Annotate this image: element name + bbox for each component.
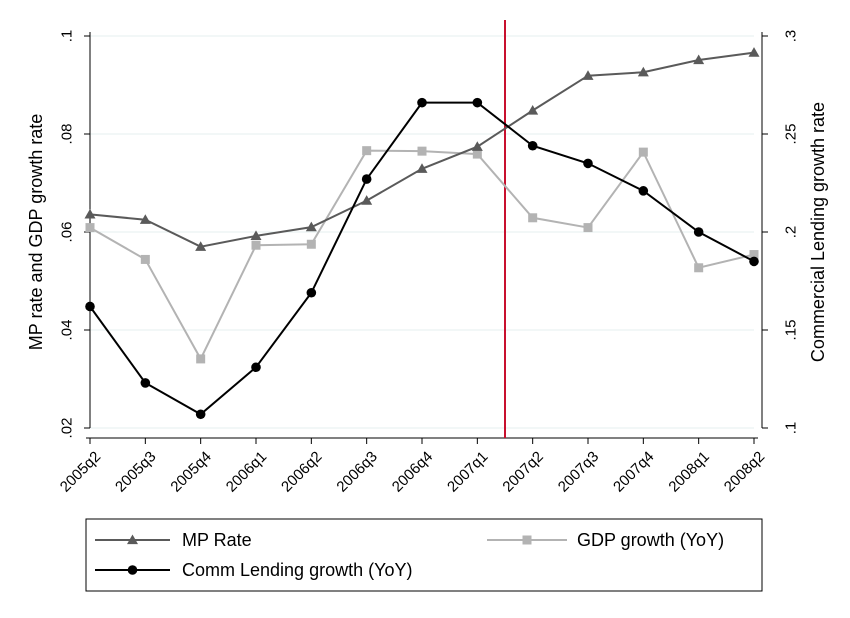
comm-lending-growth-yoy-point xyxy=(417,97,427,108)
comm-lending-growth-yoy-point xyxy=(306,287,317,298)
mp-rate-point xyxy=(637,66,649,77)
comm-lending-growth-yoy-point xyxy=(85,301,95,312)
right-axis-tick-label: .1 xyxy=(783,422,800,435)
mp-rate-point xyxy=(693,54,705,65)
left-axis-tick-label: .06 xyxy=(59,222,76,243)
mp-rate-point xyxy=(582,70,594,80)
right-axis-tick-label: .3 xyxy=(783,30,800,43)
gdp-growth-yoy-point xyxy=(306,239,316,249)
left-axis-tick-label: .1 xyxy=(59,30,76,43)
gdp-growth-yoy-point xyxy=(638,147,648,157)
mp-rate-point xyxy=(139,214,151,224)
comm-lending-growth-yoy-point xyxy=(195,409,206,420)
comm-lending-growth-yoy-point xyxy=(693,227,704,237)
gdp-growth-yoy-point xyxy=(362,146,372,156)
x-axis-tick-label: 2007q1 xyxy=(444,448,491,495)
comm-lending-growth-yoy-point xyxy=(583,158,593,169)
comm-lending-growth-yoy-point xyxy=(361,174,372,184)
left-axis-title: MP rate and GDP growth rate xyxy=(26,114,46,350)
gdp-growth-yoy-line xyxy=(89,149,755,362)
gdp-growth-yoy-point xyxy=(528,213,538,223)
gdp-growth-yoy-point xyxy=(583,223,593,233)
legend-gdp-growth-yoy-label: GDP growth (YoY) xyxy=(577,530,724,550)
left-axis-tick-label: .02 xyxy=(59,418,76,439)
comm-lending-growth-yoy-point xyxy=(749,256,759,267)
gdp-growth-yoy-point xyxy=(140,254,150,264)
mp-rate-point xyxy=(748,47,760,57)
comm-lending-growth-yoy-point xyxy=(472,97,483,108)
mp-rate-point xyxy=(361,195,373,205)
mp-rate-point xyxy=(250,230,262,241)
x-axis-tick-label: 2008q1 xyxy=(665,448,712,495)
legend-box xyxy=(85,518,763,592)
x-axis-tick-label: 2006q4 xyxy=(389,448,436,495)
x-axis-tick-label: 2005q2 xyxy=(57,448,104,495)
x-axis-tick-label: 2006q1 xyxy=(223,448,270,495)
gdp-growth-yoy-point xyxy=(85,223,95,233)
right-axis-title: Commercial Lending growth rate xyxy=(808,102,828,362)
comm-lending-growth-yoy-point xyxy=(140,378,151,388)
x-axis-tick-label: 2005q4 xyxy=(167,448,214,495)
mp-rate-point xyxy=(84,208,96,219)
gdp-growth-yoy-point xyxy=(251,240,261,250)
x-axis-tick-label: 2007q2 xyxy=(499,448,546,495)
comm-lending-growth-yoy-point xyxy=(527,140,538,151)
legend-mp-rate-marker xyxy=(127,534,138,545)
gdp-growth-yoy-point xyxy=(749,250,759,260)
x-axis-tick-label: 2006q2 xyxy=(278,448,325,495)
mp-rate-point xyxy=(471,141,483,151)
gridlines xyxy=(90,35,754,429)
mp-rate-point xyxy=(305,221,317,232)
legend-comm-lending-growth-yoy-marker xyxy=(127,565,138,575)
comm-lending-growth-yoy-point xyxy=(638,186,649,196)
x-axis-tick-label: 2007q4 xyxy=(610,448,657,495)
mp-rate-point xyxy=(527,104,539,115)
gdp-growth-yoy-point xyxy=(196,354,206,364)
mp-rate-point xyxy=(195,241,207,251)
left-axis-tick-label: .08 xyxy=(59,124,76,145)
left-axis-tick-label: .04 xyxy=(59,320,76,341)
legend: MP Rate GDP growth (YoY) Comm Lending grow… xyxy=(85,518,763,592)
gdp-growth-yoy-point xyxy=(472,149,482,159)
gdp-growth-yoy-point xyxy=(417,146,427,156)
legend-comm-lending-growth-yoy-label: Comm Lending growth (YoY) xyxy=(182,560,412,580)
x-axis-tick-label: 2007q3 xyxy=(555,448,602,495)
gdp-growth-yoy-point xyxy=(694,263,704,273)
right-axis-tick-label: .25 xyxy=(783,124,800,145)
comm-lending-growth-yoy-point xyxy=(251,362,261,373)
legend-mp-rate-label: MP Rate xyxy=(182,530,252,550)
x-axis-tick-label: 2006q3 xyxy=(333,448,380,495)
legend-gdp-growth-yoy-marker xyxy=(522,535,532,545)
x-axis-tick-label: 2005q3 xyxy=(112,448,159,495)
series-layer xyxy=(84,20,760,438)
mp-rate-point xyxy=(416,163,428,173)
right-axis-tick-label: .15 xyxy=(783,320,800,341)
x-axis-tick-label: 2008q2 xyxy=(721,448,768,495)
right-axis-tick-label: .2 xyxy=(783,226,800,239)
